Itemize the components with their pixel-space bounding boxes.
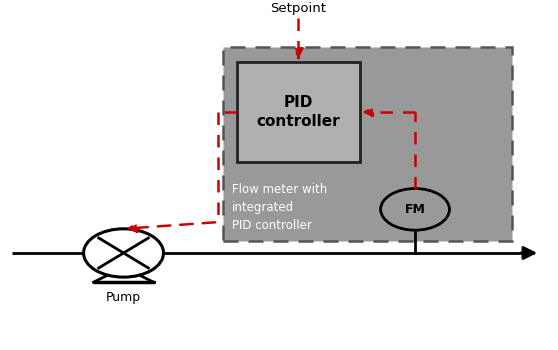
Text: PID
controller: PID controller [257, 94, 340, 130]
Text: Flow meter with
integrated
PID controller: Flow meter with integrated PID controlle… [232, 182, 327, 231]
Bar [237, 62, 359, 162]
Text: Setpoint: Setpoint [271, 2, 326, 15]
Bar [223, 47, 512, 241]
Circle shape [84, 229, 163, 277]
Circle shape [381, 189, 449, 230]
Text: Pump: Pump [106, 290, 141, 303]
Text: FM: FM [405, 203, 425, 216]
